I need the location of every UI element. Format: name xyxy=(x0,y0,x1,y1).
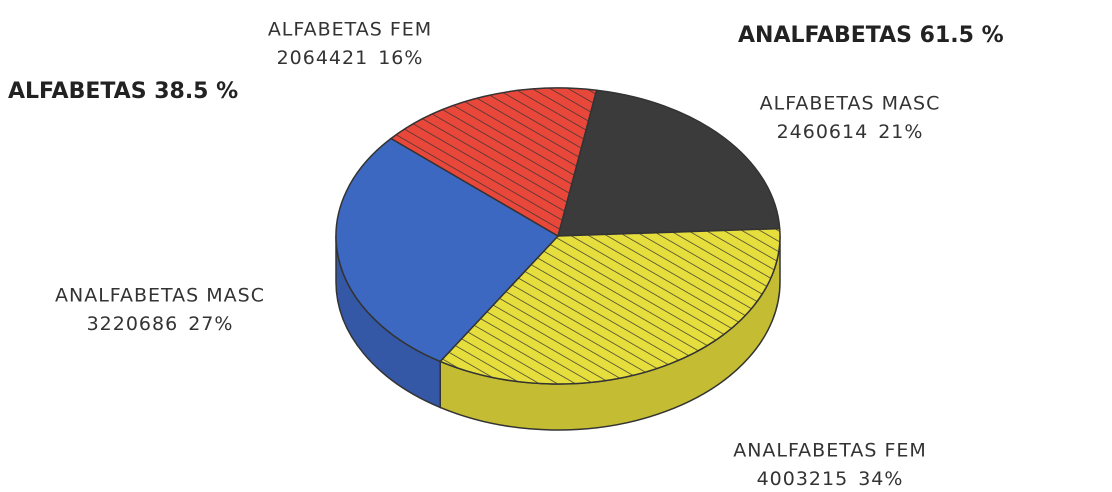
slice xyxy=(557,89,781,237)
slice-count: 2460614 xyxy=(777,121,869,143)
slice-count: 4003215 xyxy=(757,468,849,490)
slice-value: 3220686 27% xyxy=(87,313,234,335)
slice-percent: 34% xyxy=(858,468,903,490)
annotation: ALFABETAS 38.5 % xyxy=(8,79,238,104)
slice-value: 2460614 21% xyxy=(777,121,924,143)
slice-percent: 21% xyxy=(878,121,923,143)
slice-label: ALFABETAS FEM xyxy=(268,19,432,41)
annotation: ANALFABETAS 61.5 % xyxy=(738,23,1004,48)
slice-value: 4003215 34% xyxy=(757,468,904,490)
slice-value: 2064421 16% xyxy=(277,47,424,69)
slice-count: 2064421 xyxy=(277,47,369,69)
slice-label: ANALFABETAS MASC xyxy=(55,285,265,307)
slice-count: 3220686 xyxy=(87,313,179,335)
slice-percent: 27% xyxy=(188,313,233,335)
slice-label: ANALFABETAS FEM xyxy=(733,440,927,462)
slice-label: ALFABETAS MASC xyxy=(760,93,941,115)
slice-percent: 16% xyxy=(378,47,423,69)
